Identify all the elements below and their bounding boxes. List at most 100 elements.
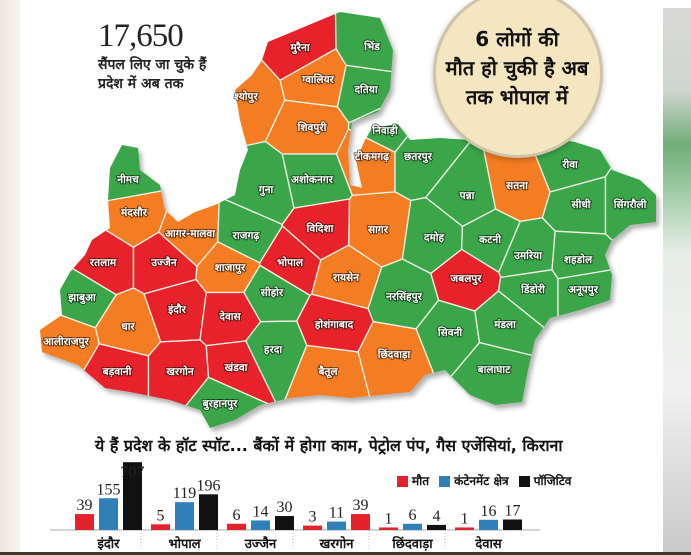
bar-value-label: 5 bbox=[157, 507, 165, 524]
callout-text: 6 लोगों की मौत हो चुकी है अब तक भोपाल मे… bbox=[437, 25, 597, 112]
district-label: आलीराजपुर bbox=[43, 335, 89, 349]
page-edge-left bbox=[0, 0, 20, 555]
district-label: सागर bbox=[367, 224, 389, 236]
district-label: खरगोन bbox=[165, 365, 195, 378]
legend-item-deaths: मौत bbox=[397, 472, 429, 489]
district-label: शिवपुरी bbox=[297, 121, 328, 135]
bar-1 bbox=[175, 502, 194, 530]
adjacent-page-strip bbox=[663, 8, 691, 555]
district-label: नीमच bbox=[116, 173, 140, 186]
bar-1 bbox=[251, 520, 270, 530]
district-label: छतरपुर bbox=[403, 151, 433, 164]
bar-value-label: 3 bbox=[309, 509, 317, 526]
bar-value-label: 1 bbox=[385, 510, 393, 527]
bar-2 bbox=[427, 524, 446, 530]
district-label: सीहोर bbox=[260, 286, 284, 299]
district-label: दतिया bbox=[353, 83, 378, 96]
district-label: शाजापुर bbox=[215, 262, 246, 275]
district-label: उमरिया bbox=[513, 249, 543, 262]
bar-2 bbox=[351, 514, 370, 530]
district-label: उज्जैन bbox=[150, 256, 178, 269]
category-label: छिंदवाड़ा bbox=[391, 535, 433, 552]
bar-value-label: 707 bbox=[121, 464, 145, 481]
chart-legend: मौत कंटेनमेंट क्षेत्र पॉजिटिव bbox=[397, 472, 571, 489]
bar-0 bbox=[75, 514, 94, 530]
district-label: विदिशा bbox=[306, 222, 335, 235]
district-label: रायसेन bbox=[332, 271, 360, 284]
category-label: उज्जैन bbox=[244, 536, 277, 552]
legend-swatch bbox=[397, 476, 408, 487]
bar-value-label: 155 bbox=[97, 481, 121, 498]
district-label: सीधी bbox=[571, 198, 592, 211]
legend-swatch bbox=[518, 476, 530, 487]
category-label: खरगोन bbox=[319, 536, 355, 552]
district-label: होशंगाबाद bbox=[314, 318, 354, 331]
bar-0 bbox=[379, 527, 398, 530]
district-label: ग्वालियर bbox=[301, 73, 334, 86]
district-label: आगर-मालवा bbox=[165, 228, 216, 240]
district-label: टीकमगढ़ bbox=[354, 150, 390, 163]
district-label: मंडला bbox=[493, 319, 517, 331]
district-label: बैतूल bbox=[317, 365, 338, 379]
district-label: इंदौर bbox=[167, 303, 186, 316]
district-region bbox=[604, 77, 656, 284]
legend-label: मौत bbox=[412, 474, 430, 488]
bar-0 bbox=[455, 527, 474, 530]
district-label: पन्ना bbox=[459, 190, 476, 202]
district-label: नरसिंहपुर bbox=[385, 290, 422, 304]
bar-1 bbox=[403, 523, 422, 530]
bar-value-label: 17 bbox=[505, 502, 521, 519]
legend-label: पॉजिटिव bbox=[533, 474, 572, 488]
district-label: छिंदवाड़ा bbox=[377, 348, 412, 361]
bar-0 bbox=[303, 525, 322, 530]
samples-count: 17,650 bbox=[98, 18, 184, 54]
district-label: मंदसौर bbox=[120, 206, 148, 219]
chart-title: ये हैं प्रदेश के हॉट स्पॉट... बैंकों में… bbox=[95, 436, 563, 455]
bar-1 bbox=[479, 519, 498, 530]
bar-2 bbox=[199, 494, 218, 530]
bar-value-label: 30 bbox=[277, 499, 293, 516]
district-label: अनूपपुर bbox=[568, 284, 599, 297]
district-label: दमोह bbox=[423, 231, 445, 244]
bar-value-label: 119 bbox=[173, 485, 196, 502]
bar-value-label: 4 bbox=[433, 508, 441, 525]
bar-1 bbox=[99, 498, 118, 530]
bar-value-label: 14 bbox=[253, 503, 269, 520]
district-label: खंडवा bbox=[224, 362, 249, 374]
legend-swatch bbox=[439, 476, 451, 487]
bar-1 bbox=[327, 521, 346, 530]
legend-item-containment: कंटेनमेंट क्षेत्र bbox=[439, 472, 509, 489]
legend-label: कंटेनमेंट क्षेत्र bbox=[454, 474, 509, 488]
bar-value-label: 6 bbox=[409, 507, 417, 524]
callout-line-3: तक भोपाल में bbox=[466, 85, 568, 109]
callout-line-1: 6 लोगों की bbox=[475, 27, 559, 51]
district-label: अशोकनगर bbox=[291, 173, 334, 186]
district-label: भिंड bbox=[363, 40, 380, 53]
bar-0 bbox=[151, 524, 170, 530]
bar-0 bbox=[227, 523, 246, 530]
bar-value-label: 1 bbox=[461, 510, 469, 527]
district-region bbox=[41, 343, 150, 428]
bar-value-label: 196 bbox=[197, 477, 221, 494]
district-label: निवाड़ी bbox=[371, 124, 399, 137]
district-region bbox=[88, 12, 286, 157]
district-label: श्योपुर bbox=[234, 90, 258, 104]
bar-value-label: 39 bbox=[77, 497, 93, 514]
district-label: बड़वानी bbox=[102, 365, 133, 378]
district-label: झाबुआ bbox=[67, 292, 97, 305]
district-region bbox=[336, 64, 446, 124]
district-label: धार bbox=[121, 321, 135, 333]
bar-value-label: 11 bbox=[329, 505, 344, 522]
district-region bbox=[40, 12, 200, 209]
district-label: गुना bbox=[258, 184, 275, 197]
bottom-border bbox=[0, 552, 691, 555]
district-label: कटनी bbox=[478, 233, 502, 246]
district-label: सिवनी bbox=[437, 326, 463, 339]
district-label: सिंगरौली bbox=[613, 198, 648, 211]
district-label: रीवा bbox=[561, 158, 579, 171]
district-label: रतलाम bbox=[89, 257, 117, 269]
bar-2 bbox=[503, 519, 522, 530]
category-label: इंदौर bbox=[97, 536, 121, 552]
district-label: बुरहानपुर bbox=[202, 398, 238, 411]
